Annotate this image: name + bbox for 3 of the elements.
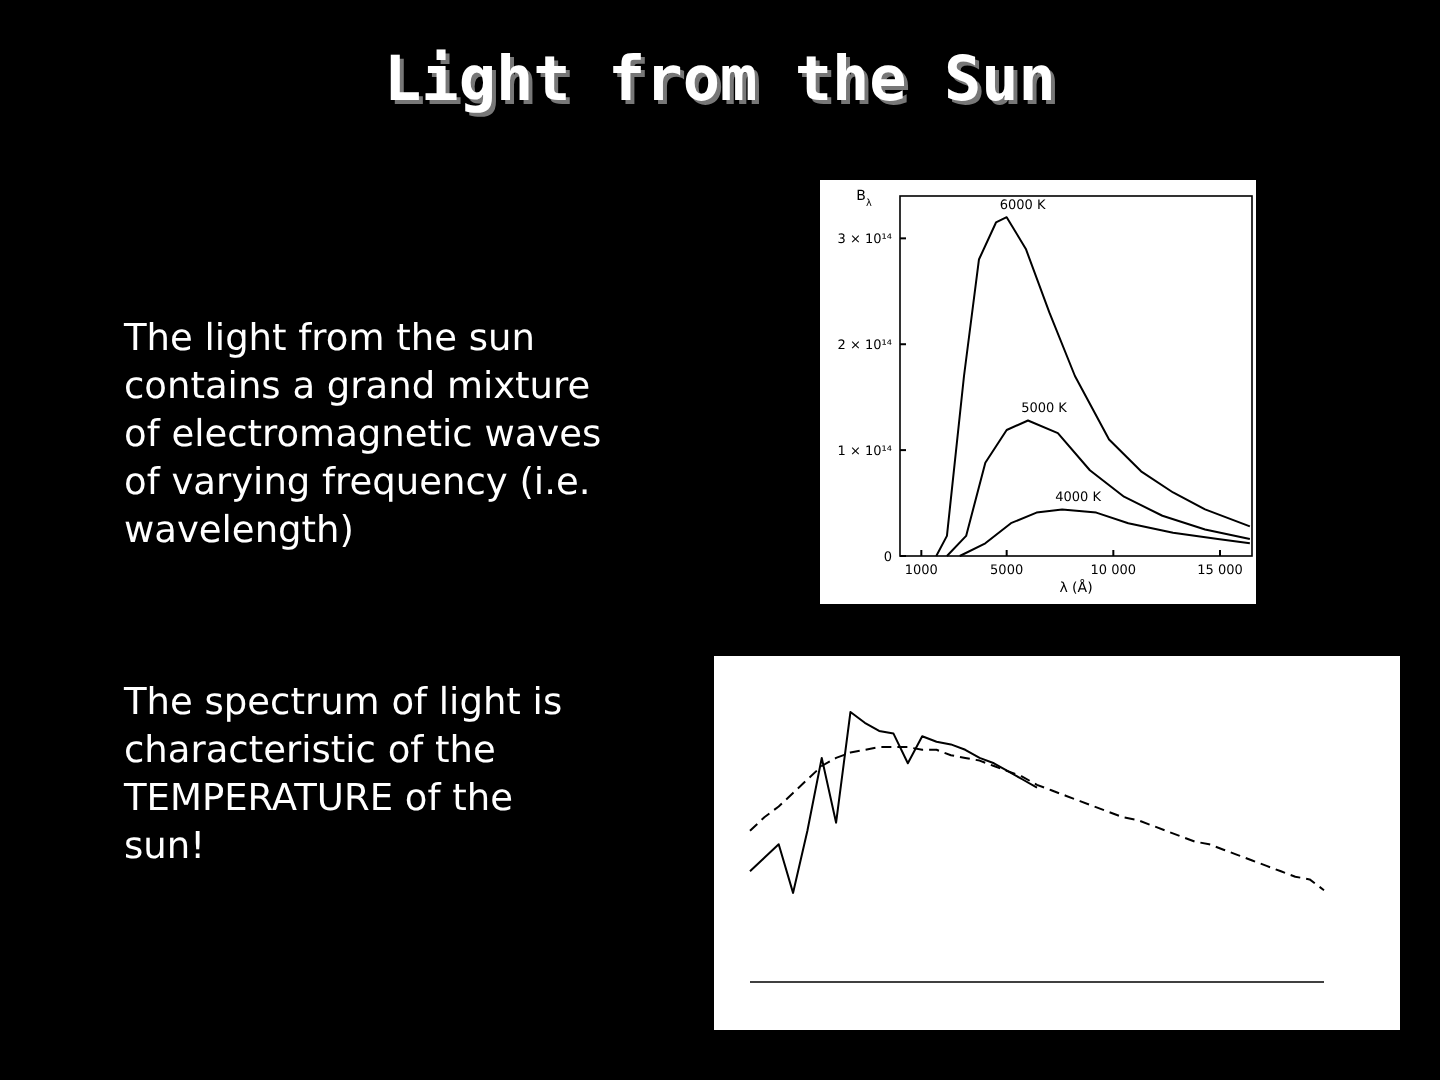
text: The light from the sun contains a grand mixture of electromagnetic waves of varying frequency (i.e. wavelength) (122, 318, 602, 552)
text: Light from the Sun (388, 48, 1060, 120)
text: The spectrum of light is characteristic of the TEMPERATURE of the sun! (122, 682, 563, 868)
